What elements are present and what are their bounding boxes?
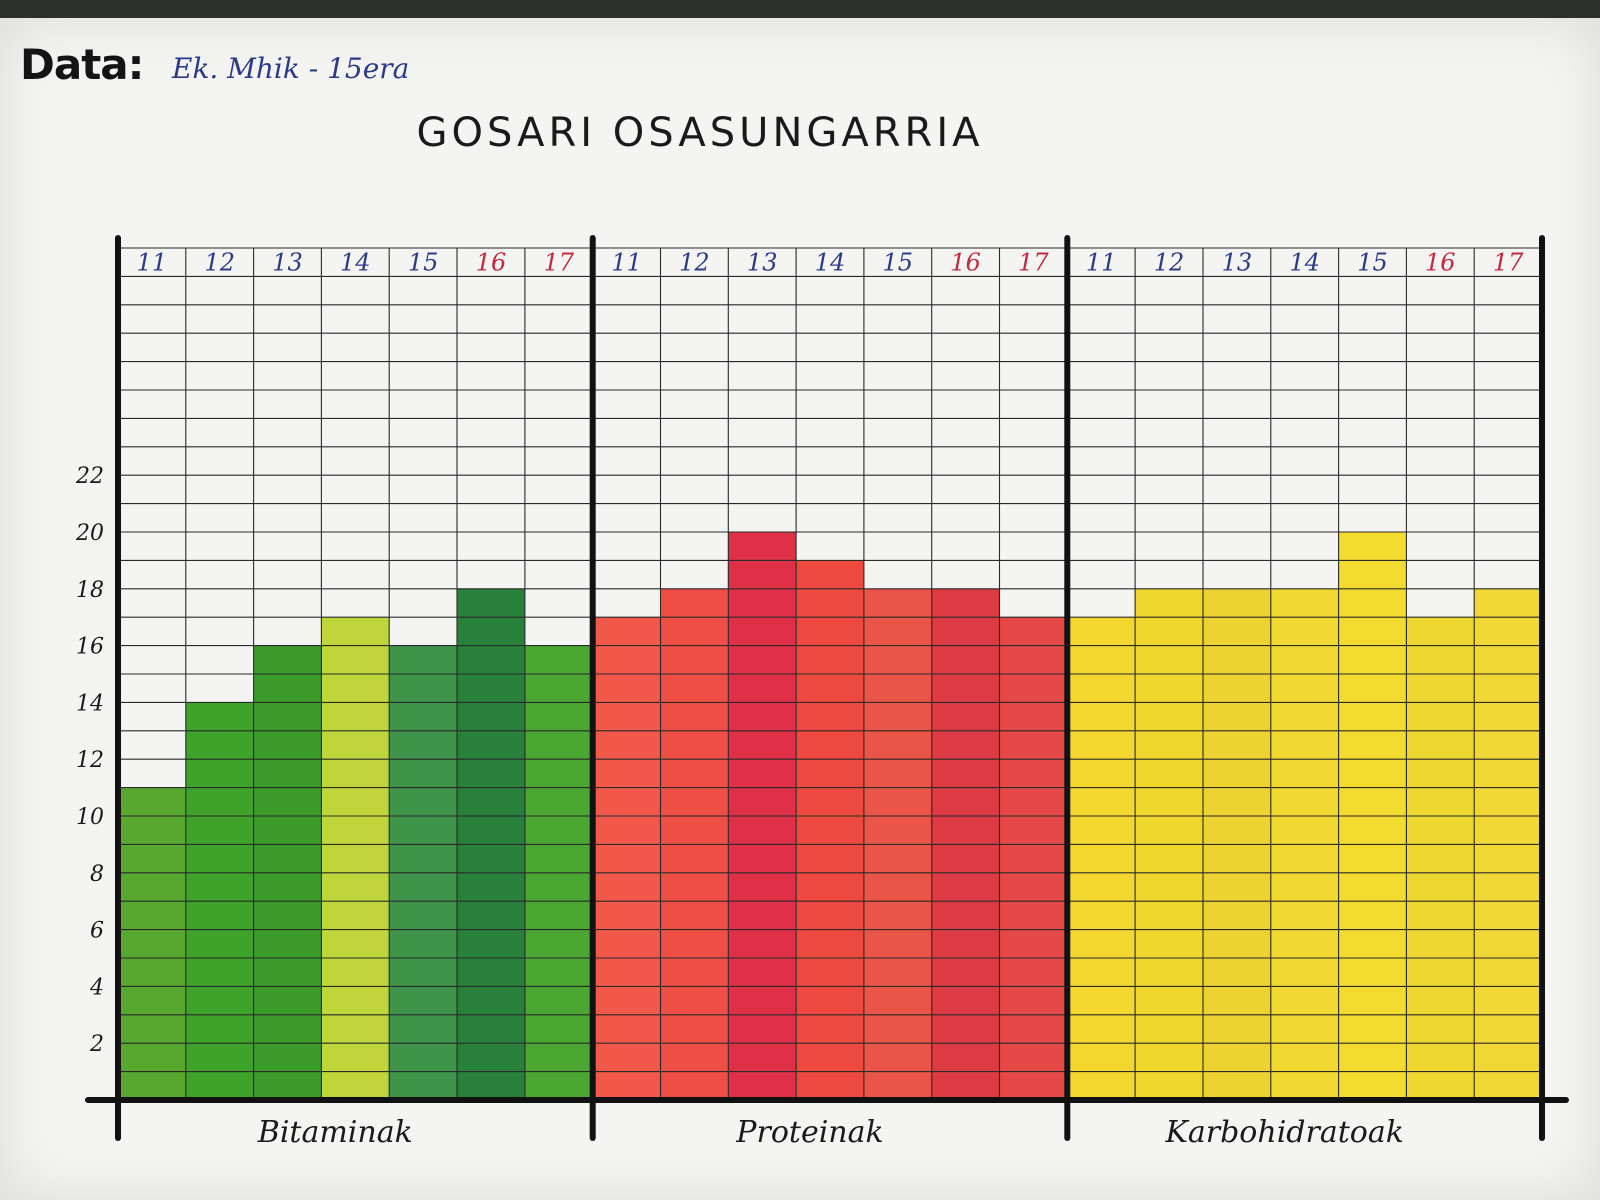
- bar-karbohidratoak-16: [1406, 617, 1475, 1100]
- y-tick-label: 22: [75, 464, 104, 489]
- day-label: 16: [950, 248, 981, 276]
- bar-bitaminak-14: [321, 617, 390, 1100]
- chart-title: GOSARI OSASUNGARRIA: [416, 110, 984, 156]
- date-value: Ek. Mhik - 15era: [172, 52, 410, 85]
- y-tick-label: 20: [75, 521, 104, 546]
- day-label: 13: [1222, 248, 1253, 276]
- date-label: Data:: [20, 40, 144, 89]
- bar-proteinak-14: [796, 560, 864, 1100]
- day-label: 14: [815, 248, 846, 276]
- day-label: 13: [747, 248, 778, 276]
- y-tick-label: 8: [90, 862, 104, 887]
- bar-bitaminak-11: [118, 787, 186, 1100]
- day-label: 17: [544, 248, 575, 276]
- day-label: 17: [1493, 248, 1524, 276]
- y-tick-label: 10: [76, 805, 104, 830]
- y-tick-label: 4: [89, 975, 104, 1000]
- day-label: 15: [408, 248, 439, 276]
- day-label: 15: [1357, 248, 1388, 276]
- category-label: Proteinak: [735, 1115, 883, 1150]
- day-label: 16: [1425, 248, 1456, 276]
- day-label: 14: [340, 248, 371, 276]
- day-label: 17: [1018, 248, 1049, 276]
- day-label: 11: [611, 248, 642, 276]
- y-tick-label: 14: [76, 691, 104, 716]
- day-label: 11: [1086, 248, 1117, 276]
- bar-proteinak-11: [592, 617, 661, 1100]
- bar-proteinak-17: [999, 617, 1068, 1100]
- day-label: 12: [204, 248, 235, 276]
- day-label: 13: [272, 248, 303, 276]
- day-label: 12: [1154, 248, 1185, 276]
- day-label: 16: [476, 248, 507, 276]
- day-label: 15: [883, 248, 914, 276]
- day-label: 12: [679, 248, 710, 276]
- day-label: 11: [137, 248, 168, 276]
- y-tick-label: 12: [76, 748, 104, 773]
- y-tick-label: 2: [89, 1032, 104, 1057]
- day-label: 14: [1289, 248, 1320, 276]
- bar-karbohidratoak-11: [1067, 617, 1136, 1100]
- y-tick-label: 18: [76, 578, 104, 603]
- y-tick-label: 16: [76, 635, 104, 660]
- y-tick-label: 6: [90, 919, 104, 944]
- category-label: Bitaminak: [257, 1115, 413, 1150]
- category-label: Karbohidratoak: [1164, 1115, 1403, 1150]
